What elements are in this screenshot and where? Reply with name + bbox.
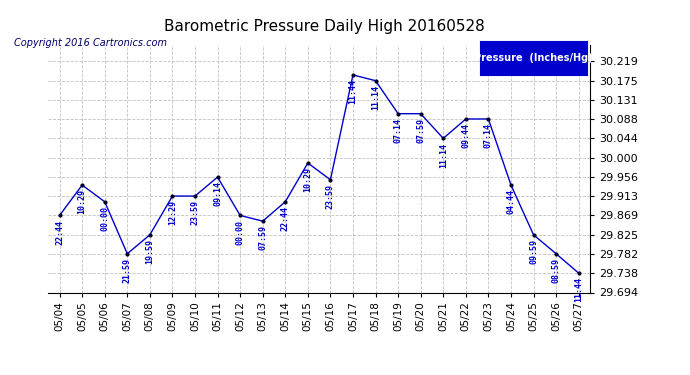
Text: 22:44: 22:44	[55, 220, 64, 245]
Pressure  (Inches/Hg)	[529, 232, 538, 237]
Text: 07:14: 07:14	[393, 118, 403, 143]
Text: 19:59: 19:59	[146, 239, 155, 264]
Text: 22:44: 22:44	[281, 206, 290, 231]
Text: 09:59: 09:59	[529, 239, 538, 264]
Pressure  (Inches/Hg)	[78, 183, 86, 187]
Text: 11:14: 11:14	[371, 85, 380, 110]
Pressure  (Inches/Hg)	[281, 200, 289, 204]
Text: 12:29: 12:29	[168, 200, 177, 225]
Text: 07:59: 07:59	[416, 118, 425, 143]
Text: 11:44: 11:44	[574, 277, 583, 302]
Pressure  (Inches/Hg)	[371, 78, 380, 83]
Pressure  (Inches/Hg)	[168, 194, 177, 198]
Pressure  (Inches/Hg)	[552, 252, 560, 256]
Text: Pressure  (Inches/Hg): Pressure (Inches/Hg)	[474, 53, 592, 63]
Text: 09:44: 09:44	[462, 123, 471, 148]
Pressure  (Inches/Hg)	[123, 252, 131, 256]
Line: Pressure  (Inches/Hg): Pressure (Inches/Hg)	[57, 72, 582, 276]
Pressure  (Inches/Hg)	[146, 232, 154, 237]
Text: 08:59: 08:59	[551, 258, 560, 283]
Text: 21:59: 21:59	[123, 258, 132, 283]
Pressure  (Inches/Hg)	[575, 271, 583, 275]
Pressure  (Inches/Hg)	[439, 136, 447, 141]
Text: 07:14: 07:14	[484, 123, 493, 148]
Pressure  (Inches/Hg)	[213, 175, 221, 179]
Text: 11:14: 11:14	[439, 142, 448, 168]
Pressure  (Inches/Hg)	[417, 111, 425, 116]
Pressure  (Inches/Hg)	[101, 200, 109, 204]
Text: 10:29: 10:29	[78, 189, 87, 214]
Text: 00:00: 00:00	[235, 220, 245, 245]
Text: 09:14: 09:14	[213, 181, 222, 206]
Text: 07:59: 07:59	[258, 225, 267, 251]
Pressure  (Inches/Hg)	[349, 73, 357, 77]
Pressure  (Inches/Hg)	[394, 111, 402, 116]
Text: Copyright 2016 Cartronics.com: Copyright 2016 Cartronics.com	[14, 38, 167, 48]
Pressure  (Inches/Hg)	[507, 183, 515, 187]
Pressure  (Inches/Hg)	[259, 219, 267, 224]
Text: Barometric Pressure Daily High 20160528: Barometric Pressure Daily High 20160528	[164, 19, 484, 34]
Text: 11:44: 11:44	[348, 79, 357, 104]
Text: 04:44: 04:44	[506, 189, 515, 214]
Pressure  (Inches/Hg)	[191, 194, 199, 198]
Text: 00:00: 00:00	[100, 206, 109, 231]
Pressure  (Inches/Hg)	[462, 117, 470, 121]
Text: 23:59: 23:59	[326, 184, 335, 209]
Text: 10:29: 10:29	[304, 167, 313, 192]
Pressure  (Inches/Hg)	[304, 161, 312, 165]
Text: 23:59: 23:59	[190, 200, 199, 225]
Pressure  (Inches/Hg)	[55, 213, 63, 217]
Pressure  (Inches/Hg)	[326, 177, 335, 182]
Pressure  (Inches/Hg)	[236, 213, 244, 217]
Pressure  (Inches/Hg)	[484, 117, 493, 121]
